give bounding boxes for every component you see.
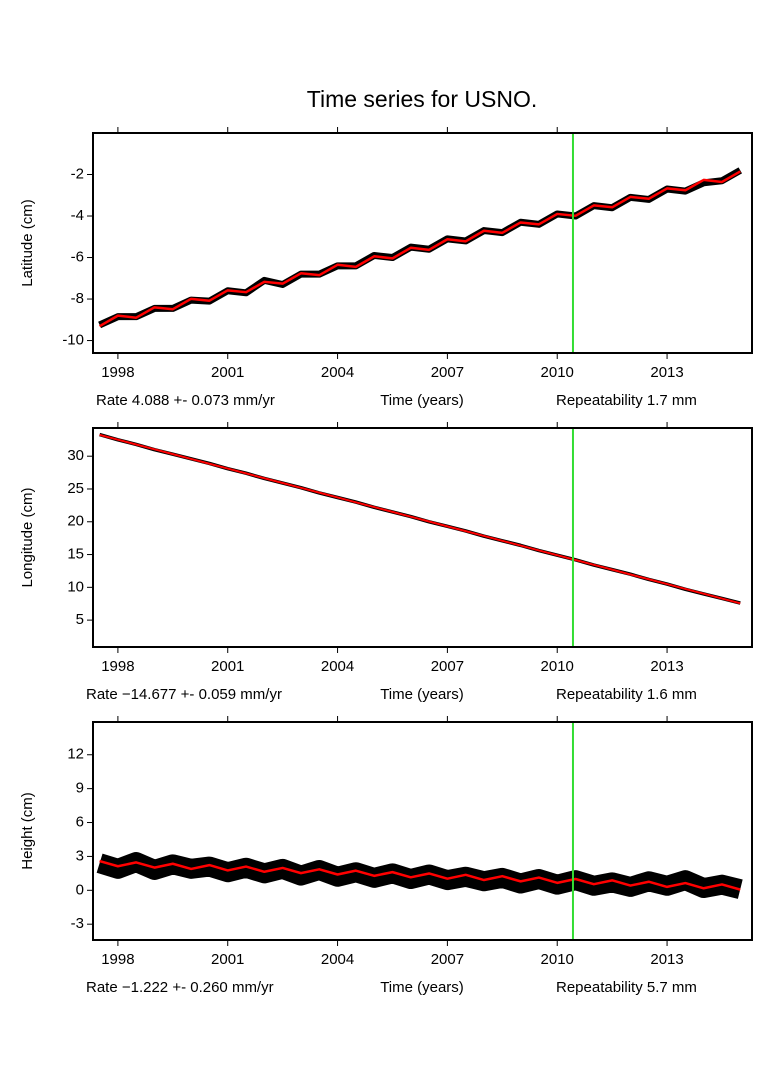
repeatability-text: Repeatability 1.7 mm xyxy=(556,392,697,409)
x-tick-label: 2010 xyxy=(541,658,574,675)
x-tick-label: 2001 xyxy=(211,364,244,381)
rate-text: Rate −1.222 +- 0.260 mm/yr xyxy=(86,979,274,996)
x-tick-label: 2004 xyxy=(321,951,354,968)
fit-line xyxy=(99,433,741,605)
y-axis-label: Longitude (cm) xyxy=(19,487,36,587)
x-tick-label: 2013 xyxy=(650,951,683,968)
y-tick-label: -4 xyxy=(71,207,84,224)
repeatability-text: Repeatability 1.6 mm xyxy=(556,686,697,703)
y-tick-label: 9 xyxy=(76,780,84,797)
x-tick-label: 2013 xyxy=(650,364,683,381)
y-tick-label: 6 xyxy=(76,813,84,830)
y-tick-label: 25 xyxy=(67,480,84,497)
x-tick-label: 2004 xyxy=(321,658,354,675)
x-tick-label: 2001 xyxy=(211,951,244,968)
y-tick-label: -3 xyxy=(71,915,84,932)
y-tick-label: 15 xyxy=(67,546,84,563)
x-tick-label: 2004 xyxy=(321,364,354,381)
x-axis-label: Time (years) xyxy=(380,686,464,703)
x-tick-label: 1998 xyxy=(101,364,134,381)
x-axis-label: Time (years) xyxy=(380,392,464,409)
fit-line xyxy=(98,170,741,328)
y-tick-label: 12 xyxy=(67,746,84,763)
y-tick-label: 5 xyxy=(76,611,84,628)
y-axis-label: Height (cm) xyxy=(19,792,36,870)
y-tick-label: 20 xyxy=(67,513,84,530)
chart-title: Time series for USNO. xyxy=(307,86,537,112)
x-tick-label: 2007 xyxy=(431,951,464,968)
x-tick-label: 1998 xyxy=(101,951,134,968)
fit-line xyxy=(99,859,741,891)
x-tick-label: 1998 xyxy=(101,658,134,675)
y-tick-label: 0 xyxy=(76,881,84,898)
y-tick-label: 30 xyxy=(67,447,84,464)
x-tick-label: 2007 xyxy=(431,658,464,675)
x-tick-label: 2010 xyxy=(541,951,574,968)
rate-text: Rate −14.677 +- 0.059 mm/yr xyxy=(86,686,282,703)
repeatability-text: Repeatability 5.7 mm xyxy=(556,979,697,996)
plot-frame xyxy=(92,721,753,941)
y-axis-label: Latitude (cm) xyxy=(19,199,36,287)
x-tick-label: 2001 xyxy=(211,658,244,675)
rate-text: Rate 4.088 +- 0.073 mm/yr xyxy=(96,392,275,409)
x-tick-label: 2010 xyxy=(541,364,574,381)
y-tick-label: -10 xyxy=(62,332,84,349)
y-tick-label: 3 xyxy=(76,847,84,864)
x-tick-label: 2013 xyxy=(650,658,683,675)
y-tick-label: -8 xyxy=(71,290,84,307)
plot-frame xyxy=(92,132,753,354)
y-tick-label: -2 xyxy=(71,165,84,182)
x-axis-label: Time (years) xyxy=(380,979,464,996)
y-tick-label: 10 xyxy=(67,578,84,595)
x-tick-label: 2007 xyxy=(431,364,464,381)
y-tick-label: -6 xyxy=(71,248,84,265)
plot-frame xyxy=(92,427,753,648)
